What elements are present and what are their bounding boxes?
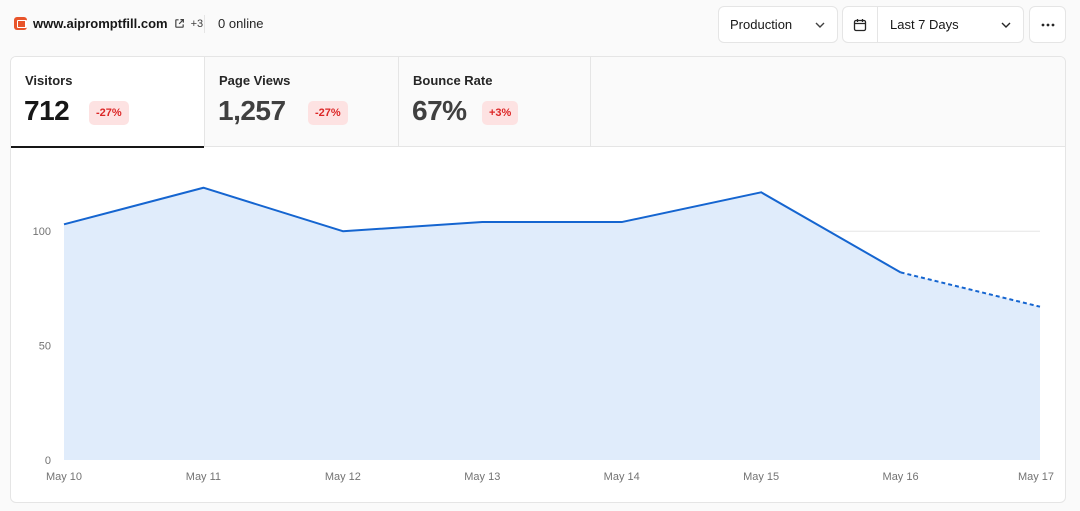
online-count: 0 online	[218, 16, 264, 31]
analytics-card: Visitors 712 -27% Page Views 1,257 -27% …	[10, 56, 1066, 503]
chevron-down-icon	[1001, 22, 1011, 28]
site-selector[interactable]: www.aipromptfill.com +3	[14, 16, 203, 31]
y-tick-label: 100	[33, 226, 51, 238]
more-horizontal-icon	[1041, 23, 1054, 26]
metric-label: Page Views	[219, 73, 291, 88]
change-badge: +3%	[482, 101, 519, 125]
change-badge: -27%	[308, 101, 348, 125]
x-tick-label: May 11	[186, 471, 221, 483]
x-tick-label: May 16	[883, 471, 919, 483]
metric-label: Bounce Rate	[413, 73, 493, 88]
x-tick-label: May 12	[325, 471, 361, 483]
x-tick-label: May 15	[743, 471, 779, 483]
additional-sites-count[interactable]: +3	[190, 17, 204, 30]
environment-dropdown[interactable]: Production	[718, 6, 838, 43]
more-options-button[interactable]	[1029, 6, 1066, 43]
change-badge: -27%	[89, 101, 129, 125]
tab-page-views[interactable]: Page Views 1,257 -27%	[205, 57, 399, 147]
series-line	[63, 186, 902, 274]
y-tick-label: 0	[45, 455, 51, 467]
calendar-icon[interactable]	[843, 7, 878, 42]
metric-value: 712	[24, 95, 70, 126]
divider	[204, 15, 205, 33]
metric-tabs: Visitors 712 -27% Page Views 1,257 -27% …	[11, 57, 1065, 148]
x-tick-label: May 10	[46, 471, 82, 483]
visitors-chart: 0 50 100 May 10 May 11 May 12 May 13 May 14 May …	[33, 186, 1054, 483]
date-range-label: Last 7 Days	[890, 17, 959, 32]
environment-label: Production	[730, 17, 793, 32]
x-tick-label: May 14	[604, 471, 640, 483]
x-tick-label: May 17	[1018, 471, 1054, 483]
date-range-dropdown[interactable]: Last 7 Days	[842, 6, 1024, 43]
tab-visitors[interactable]: Visitors 712 -27%	[11, 57, 205, 148]
tab-bounce-rate[interactable]: Bounce Rate 67% +3%	[399, 57, 591, 147]
site-favicon-icon	[14, 17, 27, 30]
series-area	[64, 187, 1040, 460]
y-tick-label: 50	[39, 341, 51, 353]
external-link-icon[interactable]	[174, 18, 185, 29]
series-line-incomplete	[900, 271, 1041, 308]
x-tick-label: May 13	[464, 471, 500, 483]
metric-label: Visitors	[25, 73, 73, 88]
top-bar: www.aipromptfill.com +3 0 online Product…	[0, 0, 1080, 50]
chevron-down-icon	[815, 22, 825, 28]
site-name[interactable]: www.aipromptfill.com	[33, 16, 168, 31]
metric-value: 1,257	[218, 95, 286, 126]
metric-value: 67%	[412, 95, 467, 126]
